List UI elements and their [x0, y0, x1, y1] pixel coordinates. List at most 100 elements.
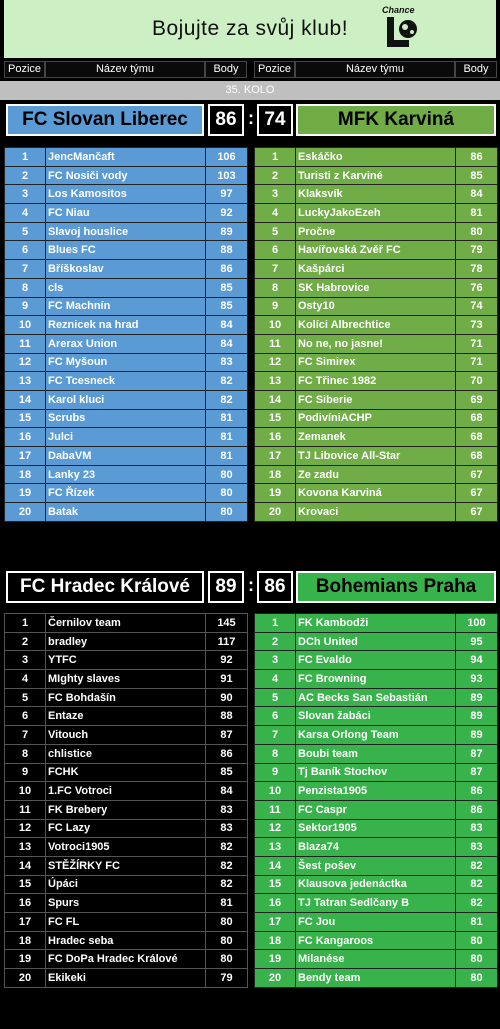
row-points: 88 [205, 240, 248, 261]
row-points: 80 [455, 949, 498, 970]
table-row: 11 Arerax Union 84 [4, 333, 248, 354]
row-team-name: Scrubs [45, 408, 206, 429]
row-position: 7 [4, 725, 46, 745]
row-points: 68 [455, 427, 498, 447]
table-row: 8 SK Habrovice 76 [254, 277, 498, 298]
row-points: 80 [205, 502, 248, 522]
table-row: 19 Kovona Karviná 67 [254, 483, 498, 504]
row-points: 68 [455, 408, 498, 429]
row-position: 11 [254, 799, 296, 820]
row-points: 93 [455, 669, 498, 689]
row-team-name: FC Lazy [45, 818, 206, 839]
row-team-name: LuckyJakoEzeh [295, 203, 456, 223]
table-row: 7 Vitouch 87 [4, 725, 248, 745]
header-position-right: Pozice [254, 61, 295, 78]
score-separator: : [248, 575, 254, 595]
table-row: 14 Karol kluci 82 [4, 389, 248, 410]
row-position: 12 [4, 818, 46, 839]
row-points: 86 [205, 259, 248, 279]
row-position: 13 [4, 837, 46, 857]
row-points: 76 [455, 277, 498, 298]
table-row: 19 FC DoPa Hradec Králové 80 [4, 949, 248, 970]
row-position: 13 [4, 371, 46, 391]
row-team-name: DCh United [295, 631, 456, 652]
row-team-name: FC Nosiči vody [45, 165, 206, 186]
table-row: 7 Bříškoslav 86 [4, 259, 248, 279]
row-team-name: chlistice [45, 743, 206, 764]
table-row: 1 JencMančaft 106 [4, 147, 248, 167]
row-points: 84 [455, 184, 498, 205]
table-row: 1 Eskáčko 86 [254, 147, 498, 167]
row-points: 82 [205, 855, 248, 876]
row-points: 85 [455, 165, 498, 186]
table-row: 3 Klaksvík 84 [254, 184, 498, 205]
match1-home-score: 86 [208, 104, 244, 136]
table-row: 20 Batak 80 [4, 502, 248, 522]
table-row: 12 FC Myšoun 83 [4, 352, 248, 373]
row-points: 86 [455, 147, 498, 167]
row-position: 6 [254, 706, 296, 727]
row-team-name: Ze zadu [295, 464, 456, 485]
row-points: 84 [205, 315, 248, 335]
row-position: 14 [4, 389, 46, 410]
row-team-name: FC Bohdašín [45, 687, 206, 708]
table-row: 12 FC Lazy 83 [4, 818, 248, 839]
row-team-name: FC Třinec 1982 [295, 371, 456, 391]
table-row: 11 No ne, no jasne! 71 [254, 333, 498, 354]
table-row: 2 DCh United 95 [254, 631, 498, 652]
row-position: 2 [254, 165, 296, 186]
row-points: 80 [205, 949, 248, 970]
row-position: 8 [4, 743, 46, 764]
row-points: 82 [455, 855, 498, 876]
row-position: 10 [4, 781, 46, 801]
table-row: 3 YTFC 92 [4, 650, 248, 671]
row-team-name: FC Machnín [45, 296, 206, 317]
row-position: 9 [254, 296, 296, 317]
row-points: 84 [205, 333, 248, 354]
row-position: 3 [254, 650, 296, 671]
row-position: 5 [4, 221, 46, 242]
row-position: 18 [254, 464, 296, 485]
row-points: 68 [455, 446, 498, 466]
row-points: 89 [455, 725, 498, 745]
row-points: 80 [205, 930, 248, 951]
row-team-name: Karsa Orlong Team [295, 725, 456, 745]
row-position: 19 [254, 949, 296, 970]
row-position: 5 [254, 221, 296, 242]
row-points: 83 [205, 799, 248, 820]
row-points: 79 [205, 968, 248, 988]
row-position: 16 [254, 427, 296, 447]
row-points: 70 [455, 371, 498, 391]
row-points: 87 [455, 743, 498, 764]
table-row: 14 STĚŽÍRKY FC 82 [4, 855, 248, 876]
row-team-name: Tj Baník Stochov [295, 762, 456, 783]
table-row: 20 Bendy team 80 [254, 968, 498, 988]
table-row: 12 Sektor1905 83 [254, 818, 498, 839]
row-points: 67 [455, 464, 498, 485]
row-team-name: Arerax Union [45, 333, 206, 354]
row-team-name: Blues FC [45, 240, 206, 261]
row-points: 87 [455, 762, 498, 783]
row-position: 2 [4, 631, 46, 652]
chance-logo-text: Chance [382, 5, 415, 15]
table-row: 1 FK Kambodži 100 [254, 613, 498, 633]
row-team-name: FC Simirex [295, 352, 456, 373]
row-team-name: Osty10 [295, 296, 456, 317]
table-row: 13 FC Tcesneck 82 [4, 371, 248, 391]
row-team-name: FC Browning [295, 669, 456, 689]
row-team-name: FC DoPa Hradec Králové [45, 949, 206, 970]
row-position: 7 [4, 259, 46, 279]
row-points: 85 [205, 277, 248, 298]
row-position: 11 [4, 333, 46, 354]
row-position: 15 [4, 874, 46, 895]
row-team-name: FC Tcesneck [45, 371, 206, 391]
row-points: 80 [455, 221, 498, 242]
row-position: 7 [254, 725, 296, 745]
row-team-name: Klausova jedenáctka [295, 874, 456, 895]
row-team-name: Havířovská Zvěř FC [295, 240, 456, 261]
table-row: 18 FC Kangaroos 80 [254, 930, 498, 951]
table-row: 16 Zemanek 68 [254, 427, 498, 447]
row-position: 16 [254, 893, 296, 913]
row-team-name: Bendy team [295, 968, 456, 988]
row-team-name: Kašpárci [295, 259, 456, 279]
